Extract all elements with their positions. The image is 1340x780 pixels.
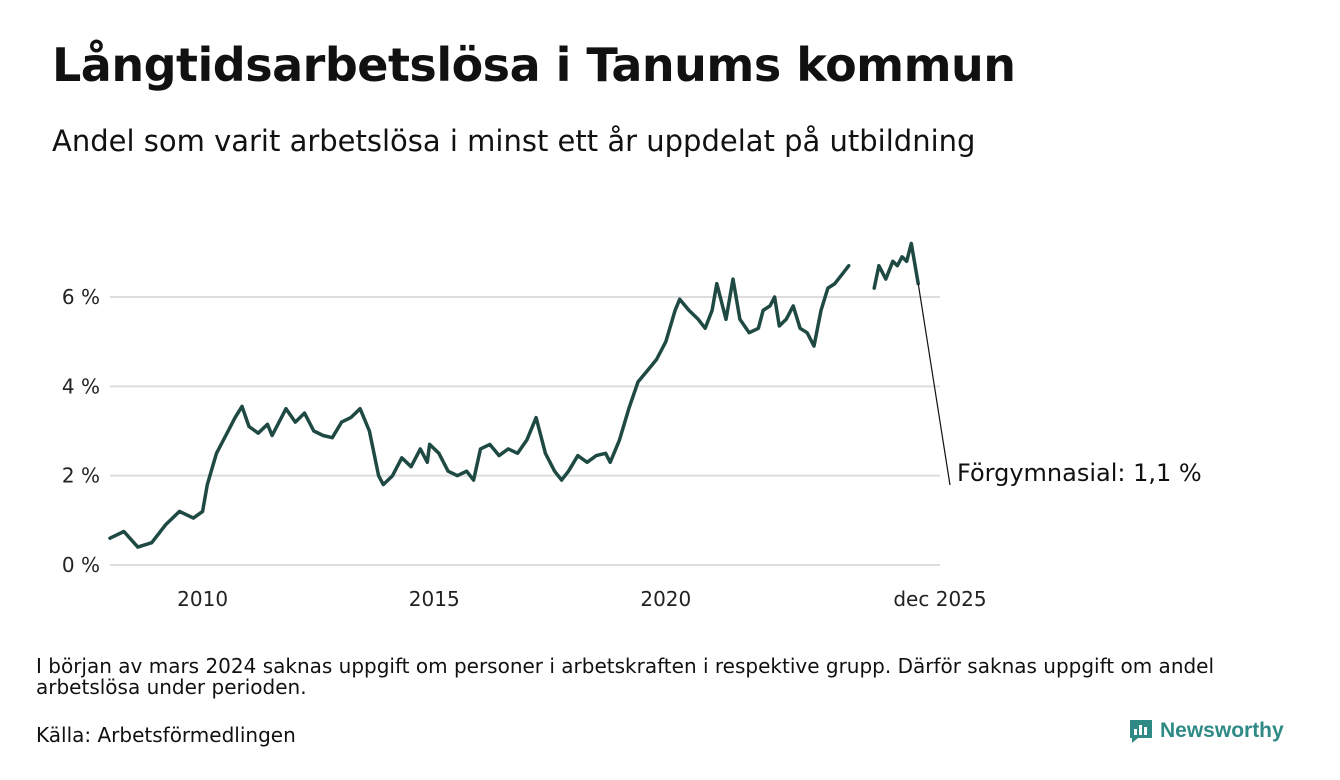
- y-tick-label: 0 %: [62, 553, 100, 577]
- gridlines: [110, 296, 940, 566]
- series-line-0-1: [872, 241, 920, 290]
- chart-title: Långtidsarbetslösa i Tanums kommun: [52, 38, 1016, 92]
- series-end-labels: Förgymnasial: 1,1 %: [917, 283, 1202, 487]
- series-end-label: Förgymnasial: 1,1 %: [957, 459, 1202, 487]
- label-leader-line: [917, 283, 951, 486]
- x-tick-label: 2020: [640, 587, 691, 611]
- y-tick-label: 2 %: [62, 464, 100, 488]
- series-line-0-0: [108, 263, 851, 549]
- x-tick-label: dec 2025: [893, 587, 986, 611]
- chart-source: Källa: Arbetsförmedlingen: [36, 723, 296, 747]
- x-tick-label: 2010: [177, 587, 228, 611]
- bar-chart-icon: [1130, 720, 1152, 743]
- brand-name: Newsworthy: [1160, 719, 1284, 742]
- y-tick-label: 6 %: [62, 285, 100, 309]
- x-tick-label: 2015: [409, 587, 460, 611]
- y-axis-ticks: 0 % 2 % 4 % 6 %: [62, 285, 100, 577]
- chart-subtitle: Andel som varit arbetslösa i minst ett å…: [52, 124, 976, 158]
- x-axis-ticks: 2010 2015 2020 dec 2025: [177, 587, 986, 611]
- series-lines: [108, 241, 920, 549]
- y-tick-label: 4 %: [62, 374, 100, 398]
- newsworthy-logo[interactable]: Newsworthy: [1128, 718, 1284, 744]
- chart-note: I början av mars 2024 saknas uppgift om …: [36, 654, 1215, 699]
